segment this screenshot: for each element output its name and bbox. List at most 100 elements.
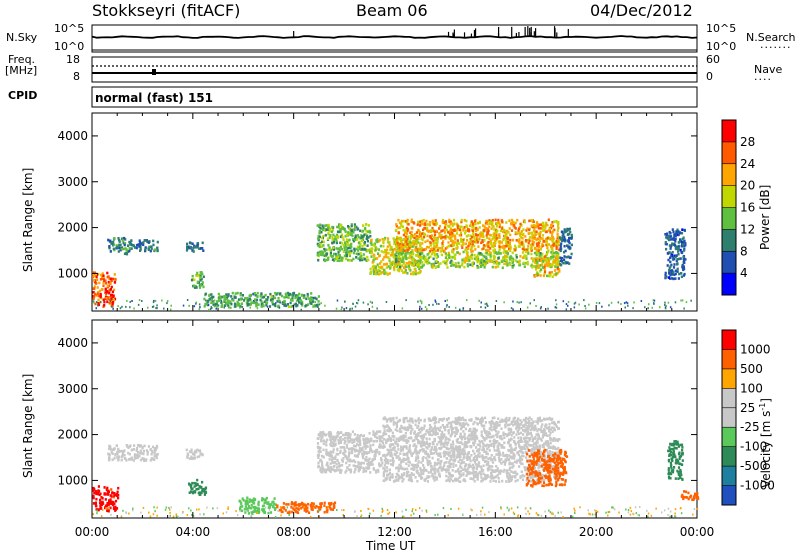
data-cell	[269, 292, 272, 296]
data-cell	[530, 224, 533, 228]
data-cell	[667, 234, 670, 238]
data-cell	[549, 441, 552, 445]
data-cell	[394, 475, 398, 479]
data-cell	[617, 301, 620, 304]
data-cell	[121, 239, 124, 242]
data-cell	[432, 242, 435, 245]
data-cell	[438, 224, 442, 228]
data-cell	[126, 250, 130, 253]
data-cell	[320, 431, 324, 435]
data-cell	[494, 218, 497, 222]
data-cell	[107, 280, 110, 284]
data-cell	[274, 503, 277, 506]
data-cell	[511, 251, 514, 255]
data-cell	[310, 296, 313, 299]
data-cell	[525, 239, 528, 242]
data-cell	[525, 250, 528, 254]
data-cell	[505, 240, 508, 243]
data-cell	[541, 266, 544, 269]
data-cell	[288, 510, 291, 514]
data-cell	[540, 268, 543, 271]
data-cell	[351, 234, 354, 238]
data-cell	[417, 421, 421, 425]
data-cell	[419, 243, 422, 247]
data-cell	[344, 455, 347, 458]
data-cell	[540, 306, 542, 308]
data-cell	[338, 247, 341, 250]
data-cell	[521, 478, 525, 482]
data-cell	[511, 221, 514, 224]
data-cell	[500, 427, 503, 430]
data-cell	[262, 504, 265, 508]
data-cell	[495, 426, 498, 429]
data-cell	[421, 242, 424, 245]
data-cell	[286, 291, 290, 295]
data-cell	[527, 232, 530, 235]
data-cell	[190, 490, 193, 493]
data-cell	[340, 256, 343, 259]
data-cell	[351, 447, 354, 450]
data-cell	[374, 435, 377, 438]
data-cell	[356, 455, 359, 458]
data-cell	[365, 455, 368, 459]
data-cell	[520, 454, 523, 458]
data-cell	[514, 232, 517, 236]
data-cell	[387, 237, 390, 240]
data-cell	[362, 461, 365, 465]
data-cell	[471, 240, 474, 243]
data-cell	[400, 257, 403, 261]
data-cell	[434, 245, 437, 249]
data-cell	[401, 307, 404, 310]
data-cell	[536, 272, 539, 276]
data-cell	[308, 299, 312, 303]
data-cell	[349, 308, 351, 311]
data-cell	[306, 292, 309, 296]
data-cell	[407, 436, 410, 440]
data-cell	[559, 244, 562, 248]
data-cell	[464, 419, 467, 422]
data-cell	[365, 437, 368, 441]
data-cell	[100, 288, 103, 291]
data-cell	[342, 250, 345, 253]
data-cell	[450, 238, 453, 241]
data-cell	[502, 230, 505, 234]
data-cell	[563, 250, 566, 254]
data-cell	[499, 240, 502, 243]
power-xticks	[91, 113, 698, 311]
data-cell	[108, 246, 111, 250]
data-cell	[668, 235, 671, 239]
data-cell	[319, 435, 322, 438]
data-cell	[546, 260, 549, 263]
data-cell	[110, 297, 113, 300]
data-cell	[324, 233, 327, 237]
data-cell	[340, 233, 343, 237]
data-cell	[339, 449, 342, 453]
data-cell	[690, 299, 692, 302]
data-cell	[404, 220, 408, 223]
data-cell	[323, 468, 326, 472]
data-cell	[116, 452, 119, 456]
data-cell	[566, 261, 569, 265]
data-cell	[681, 263, 684, 267]
data-cell	[672, 230, 675, 234]
freq-blip	[152, 69, 156, 75]
data-cell	[357, 241, 360, 245]
data-cell	[369, 471, 372, 474]
data-cell	[458, 452, 461, 456]
data-cell	[392, 250, 395, 254]
data-cell	[360, 254, 363, 258]
data-cell	[383, 255, 386, 259]
data-cell	[464, 242, 467, 246]
data-cell	[684, 258, 687, 261]
data-cell	[441, 236, 444, 239]
data-cell	[271, 297, 274, 301]
data-cell	[378, 437, 381, 440]
data-cell	[397, 261, 400, 264]
data-cell	[556, 221, 559, 224]
data-cell	[459, 446, 462, 450]
data-cell	[680, 272, 683, 275]
data-cell	[454, 257, 457, 260]
data-cell	[566, 244, 569, 247]
data-cell	[353, 440, 356, 444]
data-cell	[112, 507, 116, 511]
